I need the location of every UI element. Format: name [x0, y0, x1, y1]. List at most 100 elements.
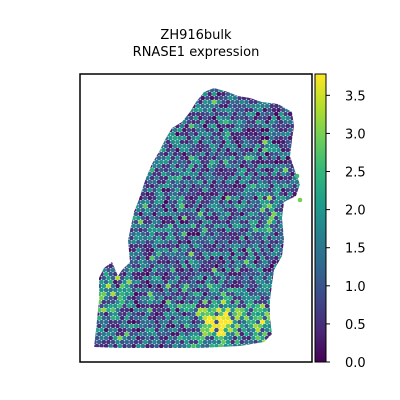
expression-spot: [147, 219, 153, 225]
expression-spot: [264, 303, 270, 309]
expression-spot: [234, 203, 240, 209]
expression-spot: [131, 335, 136, 341]
expression-spot: [156, 251, 162, 257]
expression-spot: [276, 251, 281, 257]
plot-frame: [79, 73, 313, 363]
expression-spot: [168, 199, 173, 205]
expression-spot: [147, 323, 153, 329]
expression-spot: [159, 223, 164, 229]
expression-spot: [218, 239, 224, 245]
expression-spot: [200, 255, 205, 261]
expression-spot: [276, 235, 281, 241]
expression-spot: [202, 139, 208, 145]
expression-spot: [264, 263, 270, 269]
expression-spot: [154, 263, 159, 269]
expression-spot: [168, 167, 173, 173]
expression-spot: [257, 259, 263, 265]
expression-spot: [175, 155, 180, 161]
expression-spot: [172, 239, 178, 245]
expression-spot: [184, 251, 189, 257]
expression-spot: [234, 187, 240, 193]
expression-spot: [175, 203, 180, 209]
expression-spot: [228, 111, 233, 117]
expression-spot: [214, 103, 219, 109]
expression-spot: [228, 167, 233, 173]
expression-spot: [179, 339, 185, 345]
expression-spot: [255, 135, 261, 141]
expression-spot: [149, 167, 155, 173]
expression-spot: [241, 263, 247, 269]
expression-spot: [154, 215, 159, 221]
expression-spot: [232, 167, 238, 173]
expression-spot: [209, 255, 215, 261]
expression-spot: [115, 299, 120, 305]
expression-spot: [156, 307, 162, 313]
expression-spot: [221, 131, 226, 137]
expression-spot: [246, 143, 251, 149]
expression-spot: [140, 343, 146, 348]
expression-spot: [202, 123, 208, 129]
expression-spot: [214, 231, 219, 237]
expression-spot: [225, 243, 231, 249]
expression-spot: [244, 195, 249, 201]
expression-spot: [142, 275, 148, 281]
expression-spot: [184, 139, 189, 145]
expression-spot: [126, 295, 132, 301]
expression-spot: [214, 215, 219, 221]
expression-spot: [124, 331, 130, 337]
expression-spot: [262, 155, 268, 161]
expression-spot: [287, 135, 293, 141]
expression-spot: [241, 135, 247, 141]
expression-spot: [244, 155, 249, 161]
expression-spot: [283, 143, 288, 149]
expression-spot: [223, 143, 228, 149]
expression-spot: [200, 327, 205, 333]
expression-spot: [177, 191, 182, 197]
expression-spot: [163, 143, 169, 149]
expression-spot: [267, 155, 272, 161]
expression-spot: [159, 311, 164, 317]
expression-spot: [253, 187, 258, 193]
expression-spot: [198, 123, 203, 129]
expression-spot: [149, 287, 155, 293]
expression-spot: [142, 299, 148, 305]
expression-spot: [223, 111, 228, 117]
expression-spot: [138, 291, 143, 297]
expression-spot: [280, 187, 286, 193]
expression-spot: [163, 311, 169, 317]
expression-spot: [186, 279, 192, 285]
expression-spot: [234, 195, 240, 201]
expression-spot: [198, 195, 203, 201]
expression-spot: [244, 299, 249, 305]
expression-spot: [205, 143, 210, 149]
expression-spot: [156, 275, 162, 281]
expression-spot: [145, 311, 150, 317]
expression-spot: [214, 175, 219, 181]
expression-spot: [260, 287, 265, 293]
expression-spot: [271, 187, 277, 193]
expression-spot: [255, 199, 261, 205]
expression-spot: [165, 147, 171, 153]
expression-spot: [294, 179, 300, 185]
expression-spot: [209, 127, 215, 133]
expression-spot: [237, 295, 242, 301]
expression-spot: [170, 227, 176, 233]
expression-spot: [251, 215, 256, 221]
expression-spot: [136, 335, 141, 341]
expression-spot: [253, 243, 258, 249]
expression-spot: [202, 179, 208, 185]
expression-spot: [239, 139, 245, 145]
expression-spot: [267, 123, 272, 129]
expression-spot: [156, 211, 162, 217]
expression-spot: [234, 147, 240, 153]
expression-spot: [244, 171, 249, 177]
expression-spot: [133, 323, 139, 329]
expression-spot: [147, 283, 153, 289]
expression-spot: [170, 259, 176, 265]
expression-spot: [246, 263, 251, 269]
expression-spot: [177, 279, 182, 285]
expression-spot: [110, 315, 116, 321]
expression-spot: [251, 135, 256, 141]
expression-spot: [156, 203, 162, 209]
expression-spot: [211, 251, 217, 257]
